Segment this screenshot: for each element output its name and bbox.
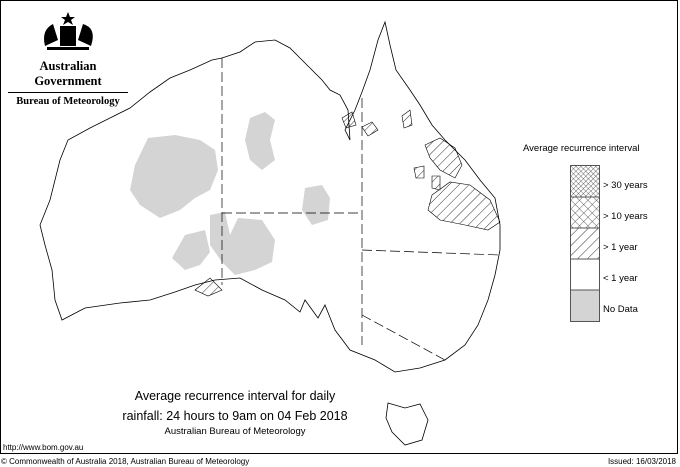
swatch-under-1-year — [571, 259, 599, 290]
coat-of-arms-icon — [44, 12, 93, 50]
map-frame — [0, 0, 678, 454]
nsw-vic-border — [361, 314, 446, 361]
agency-logo: Australian Government Bureau of Meteorol… — [8, 10, 128, 107]
swatch-over-10-years — [571, 197, 599, 228]
no-data-region — [172, 230, 210, 270]
legend-label: > 1 year — [603, 242, 638, 253]
over-1-year-region — [194, 277, 223, 297]
no-data-regions — [130, 112, 330, 275]
over-1-year-region — [424, 137, 463, 179]
legend-swatches — [570, 165, 600, 322]
over-1-year-region — [401, 109, 413, 129]
qld-nsw-border — [361, 249, 501, 256]
legend-title: Average recurrence interval — [523, 143, 640, 154]
caption-line-1: Average recurrence interval for daily — [134, 389, 336, 403]
agency-name: Bureau of Meteorology — [8, 92, 128, 107]
state-borders — [221, 58, 501, 361]
no-data-region — [302, 185, 330, 225]
over-1-year-region — [361, 121, 379, 137]
over-1-year-region — [413, 165, 425, 179]
website-link[interactable]: http://www.bom.gov.au — [3, 443, 84, 452]
legend-label: > 30 years — [603, 180, 648, 191]
no-data-region — [245, 112, 275, 170]
swatch-over-30-years — [571, 166, 599, 197]
swatch-over-1-year — [571, 228, 599, 259]
over-1-year-region — [431, 175, 441, 191]
no-data-region — [130, 135, 218, 218]
tasmania-outline — [385, 402, 429, 446]
copyright: © Commonwealth of Australia 2018, Austra… — [1, 457, 250, 466]
caption-line-2: rainfall: 24 hours to 9am on 04 Feb 2018 — [122, 409, 348, 423]
swatch-no-data — [571, 290, 599, 321]
over-1-year-region — [427, 181, 501, 231]
legend-label: No Data — [603, 304, 638, 315]
caption-line-3: Australian Bureau of Meteorology — [164, 426, 306, 437]
legend-label: > 10 years — [603, 211, 648, 222]
map-caption: Average recurrence interval for daily ra… — [80, 386, 390, 437]
coastline — [39, 20, 501, 373]
legend: Average recurrence interval > 30 years >… — [523, 143, 648, 322]
government-name: Australian Government — [34, 59, 102, 88]
issued-date: Issued: 16/03/2018 — [607, 457, 676, 466]
no-data-region — [210, 212, 275, 275]
legend-label: < 1 year — [603, 273, 638, 284]
